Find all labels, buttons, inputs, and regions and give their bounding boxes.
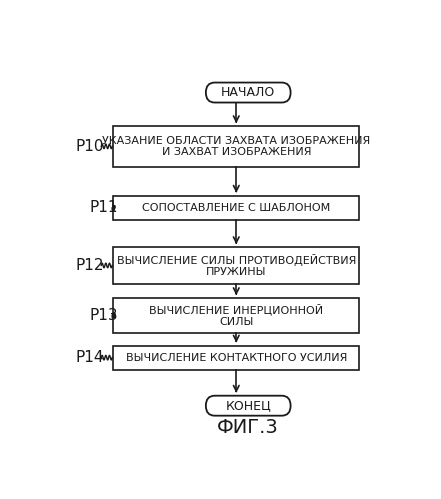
Bar	[113, 247, 359, 284]
Text: P13: P13	[89, 308, 118, 323]
Text: P12: P12	[76, 258, 104, 273]
Bar	[113, 298, 359, 333]
Text: КОНЕЦ: КОНЕЦ	[225, 399, 271, 412]
Text: НАЧАЛО: НАЧАЛО	[221, 86, 275, 99]
Text: УКАЗАНИЕ ОБЛАСТИ ЗАХВАТА ИЗОБРАЖЕНИЯ
И ЗАХВАТ ИЗОБРАЖЕНИЯ: УКАЗАНИЕ ОБЛАСТИ ЗАХВАТА ИЗОБРАЖЕНИЯ И З…	[102, 136, 370, 157]
Text: P10: P10	[76, 139, 104, 154]
Bar	[113, 345, 359, 370]
Text: ВЫЧИСЛЕНИЕ ИНЕРЦИОННОЙ
СИЛЫ: ВЫЧИСЛЕНИЕ ИНЕРЦИОННОЙ СИЛЫ	[149, 304, 323, 327]
Bar	[113, 126, 359, 167]
Text: ФИГ.3: ФИГ.3	[217, 418, 279, 437]
Text: ВЫЧИСЛЕНИЕ КОНТАКТНОГО УСИЛИЯ: ВЫЧИСЛЕНИЕ КОНТАКТНОГО УСИЛИЯ	[126, 353, 347, 363]
Text: P14: P14	[76, 350, 104, 365]
FancyBboxPatch shape	[206, 396, 291, 416]
Text: СОПОСТАВЛЕНИЕ С ШАБЛОНОМ: СОПОСТАВЛЕНИЕ С ШАБЛОНОМ	[142, 203, 330, 213]
Text: P11: P11	[89, 200, 118, 215]
Text: ВЫЧИСЛЕНИЕ СИЛЫ ПРОТИВОДЕЙСТВИЯ
ПРУЖИНЫ: ВЫЧИСЛЕНИЕ СИЛЫ ПРОТИВОДЕЙСТВИЯ ПРУЖИНЫ	[116, 253, 356, 277]
FancyBboxPatch shape	[206, 82, 291, 102]
Bar	[113, 196, 359, 220]
